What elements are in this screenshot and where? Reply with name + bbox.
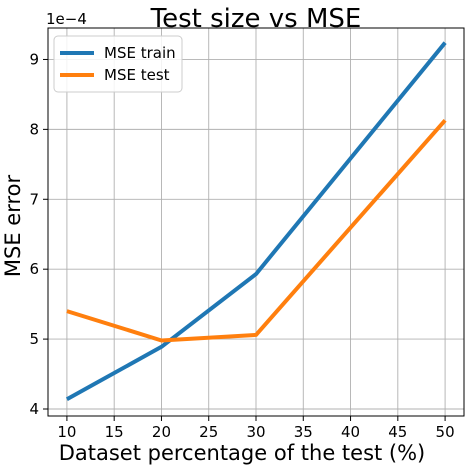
- x-tick-label: 15: [105, 423, 124, 441]
- series-layer: [65, 41, 447, 401]
- y-tick-label: 9: [29, 50, 39, 68]
- x-tick-label: 35: [294, 423, 313, 441]
- y-tick-label: 4: [29, 400, 39, 418]
- x-tick-label: 25: [199, 423, 218, 441]
- series-line-test: [66, 118, 447, 343]
- y-tick-label: 5: [29, 330, 39, 348]
- legend-box: [53, 35, 183, 93]
- x-tick-label: 20: [152, 423, 171, 441]
- grid: [48, 28, 464, 416]
- y-tick-label: 8: [29, 120, 39, 138]
- chart-title: Test size vs MSE: [150, 4, 362, 34]
- series-line-train: [65, 41, 447, 401]
- x-tick-label: 10: [57, 423, 76, 441]
- x-tick-label: 40: [341, 423, 360, 441]
- legend: MSE train MSE test: [53, 35, 183, 93]
- x-tick-label: 45: [388, 423, 407, 441]
- y-axis: 4 5 6 7 8 9: [29, 50, 48, 418]
- legend-label-test: MSE test: [104, 66, 170, 84]
- y-tick-label: 7: [29, 190, 39, 208]
- x-tick-label: 30: [246, 423, 265, 441]
- y-offset-text: 1e−4: [46, 10, 87, 28]
- y-tick-label: 6: [29, 260, 39, 278]
- x-axis-label: Dataset percentage of the test (%): [59, 441, 426, 465]
- legend-label-train: MSE train: [104, 44, 176, 62]
- x-axis: 10 15 20 25 30 35 40 45 50: [57, 416, 455, 441]
- x-tick-label: 50: [436, 423, 455, 441]
- y-axis-label: MSE error: [1, 175, 25, 278]
